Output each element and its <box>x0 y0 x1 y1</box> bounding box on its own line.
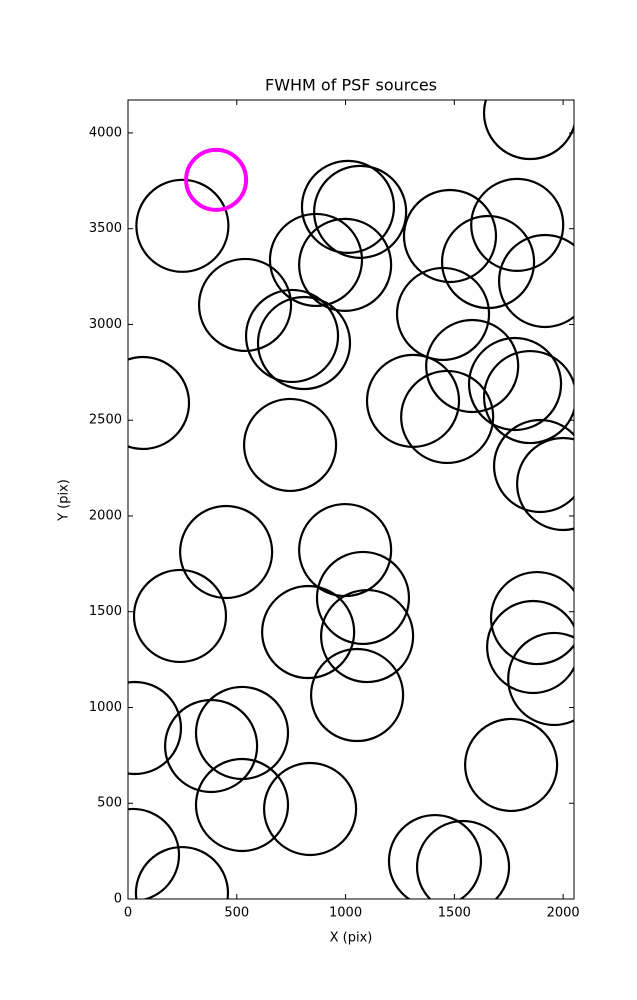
source-circle <box>134 845 230 899</box>
y-tick-label: 500 <box>97 796 122 811</box>
source-circle <box>298 502 393 598</box>
source-circle <box>298 217 393 312</box>
y-axis-label: Y (pix) <box>57 479 72 522</box>
source-circle <box>262 761 358 857</box>
source-circle <box>268 212 364 308</box>
y-tick-label: 3000 <box>89 317 122 332</box>
x-tick-label: 1500 <box>438 906 471 921</box>
source-circle <box>242 397 338 493</box>
source-circle <box>197 257 293 353</box>
y-tick-label: 2000 <box>89 508 122 523</box>
x-axis-label: X (pix) <box>330 931 373 946</box>
source-circle <box>507 631 574 727</box>
source-circle <box>470 177 565 272</box>
y-tick-label: 3500 <box>89 221 122 236</box>
source-circle <box>489 570 574 666</box>
source-circle <box>486 599 574 695</box>
source-circle <box>300 159 396 254</box>
source-circle <box>128 355 191 451</box>
source-circle <box>402 188 498 284</box>
source-circle <box>315 550 411 646</box>
source-circle <box>132 568 228 664</box>
source-circle <box>425 318 520 414</box>
source-circle <box>313 164 408 259</box>
source-circle <box>516 436 574 532</box>
axes-frame <box>127 99 575 900</box>
y-tick-label: 2500 <box>89 413 122 428</box>
source-circle <box>135 178 230 273</box>
y-tick-label: 1000 <box>89 700 122 715</box>
source-circle <box>319 588 415 684</box>
source-circle <box>467 336 563 432</box>
source-circle <box>261 584 356 680</box>
x-tick-label: 2000 <box>547 906 580 921</box>
source-circle <box>244 288 340 384</box>
x-tick-label: 0 <box>124 906 132 921</box>
chart-title: FWHM of PSF sources <box>265 76 437 95</box>
source-circle <box>179 504 274 600</box>
source-circle <box>164 698 259 794</box>
source-circle <box>492 418 574 514</box>
x-tick-label: 1000 <box>329 906 362 921</box>
source-circle <box>482 349 574 445</box>
source-circle <box>395 266 491 362</box>
y-tick-label: 4000 <box>89 125 122 140</box>
source-circle <box>128 807 181 899</box>
source-circle <box>400 369 495 465</box>
source-circle <box>128 680 183 776</box>
source-circle <box>497 233 574 329</box>
source-circle <box>365 353 461 448</box>
source-circle <box>194 757 290 853</box>
source-circle <box>464 717 559 813</box>
y-tick-label: 1500 <box>89 604 122 619</box>
source-circle <box>415 819 511 899</box>
source-circle <box>256 295 352 391</box>
plot-area <box>128 100 574 899</box>
source-circle <box>184 147 249 212</box>
source-circle <box>482 100 574 161</box>
source-circle <box>387 813 483 899</box>
source-circle <box>309 647 405 743</box>
x-tick-label: 500 <box>224 906 249 921</box>
y-tick-label: 0 <box>114 892 122 907</box>
